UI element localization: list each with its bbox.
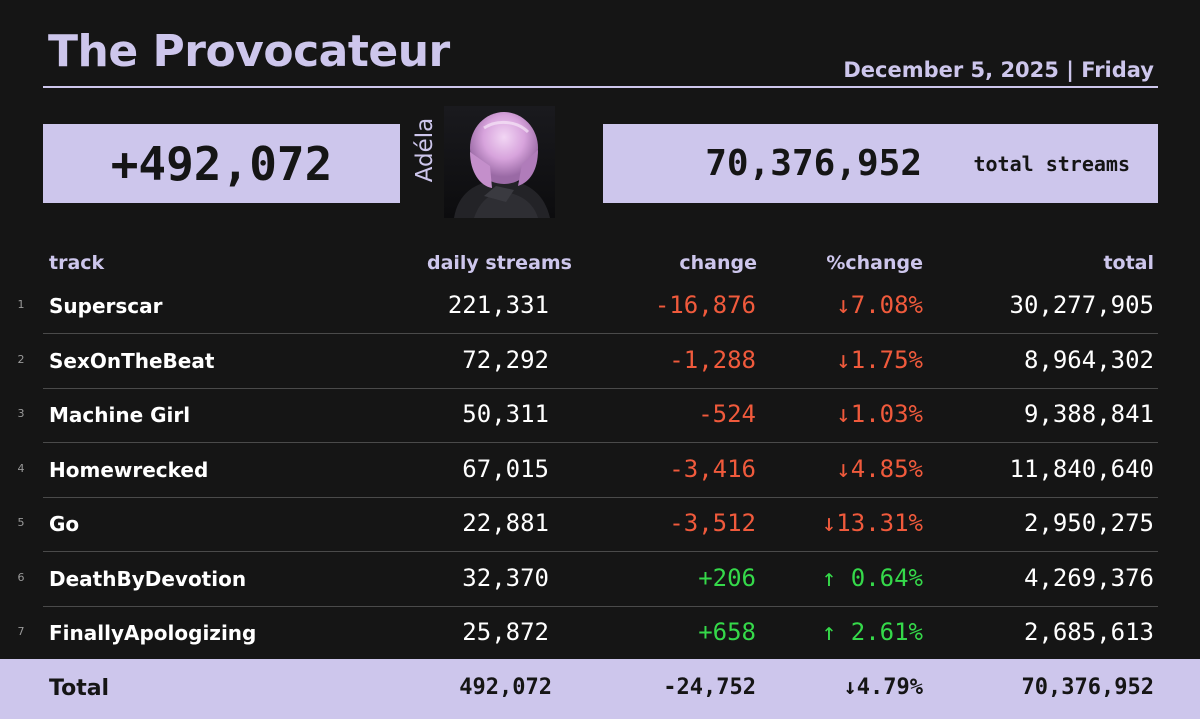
track-name: FinallyApologizing (49, 621, 257, 645)
total-streams: 2,950,275 (1023, 509, 1154, 537)
row-rank: 7 (17, 625, 25, 638)
artist-name: Adéla (412, 117, 438, 183)
daily-streams: 221,331 (447, 291, 549, 319)
track-name: DeathByDevotion (49, 566, 247, 591)
total-streams-label: total streams (973, 151, 1130, 176)
table-row: 4 Homewrecked 67,015 -3,416 ↓4.85% 11,840,640 (0, 444, 1200, 498)
row-rank: 5 (17, 516, 25, 529)
totals-row: Total 492,072 -24,752 ↓4.79% 70,376,952 (0, 659, 1200, 719)
total-streams: 11,840,640 (1009, 454, 1155, 483)
stream-change: -16,876 (654, 291, 756, 319)
track-name: Homewrecked (49, 457, 209, 482)
table-row: 5 Go 22,881 -3,512 ↓13.31% 2,950,275 (0, 498, 1200, 552)
row-divider (43, 387, 1158, 389)
daily-change-value: +492,072 (110, 136, 333, 191)
total-streams: 9,388,841 (1023, 400, 1154, 428)
row-divider (43, 496, 1158, 498)
header-divider (43, 86, 1158, 88)
totals-daily: 492,072 (459, 675, 552, 700)
table-row: 6 DeathByDevotion 32,370 +206 ↑ 0.64% 4,269,3… (0, 553, 1200, 607)
daily-change-box: +492,072 (43, 124, 400, 203)
artist-photo (444, 106, 555, 218)
page-title: The Provocateur (48, 26, 450, 77)
table-row: 3 Machine Girl 50,311 -524 ↓1.03% 9,388,841 (0, 389, 1200, 443)
row-rank: 1 (17, 298, 25, 311)
track-name: Go (49, 512, 80, 536)
total-streams-value: 70,376,952 (705, 143, 922, 184)
daily-streams: 25,872 (462, 618, 549, 646)
stream-change: +206 (698, 563, 756, 592)
stream-change: -1,288 (669, 345, 756, 374)
total-streams: 30,277,905 (1009, 291, 1155, 319)
totals-label: Total (49, 676, 110, 701)
artist-portrait-image (444, 106, 555, 218)
percent-change: ↓1.03% (836, 400, 923, 428)
row-rank: 4 (17, 461, 25, 475)
percent-change: ↑ 0.64% (821, 563, 923, 592)
row-divider (43, 551, 1158, 552)
row-rank: 3 (17, 407, 25, 420)
table-row: 1 Superscar 221,331 -16,876 ↓7.08% 30,277,905 (0, 280, 1200, 334)
percent-change: ↓1.75% (836, 345, 923, 374)
percent-change: ↑ 2.61% (821, 618, 923, 646)
row-divider (43, 333, 1158, 334)
totals-pct: ↓4.79% (843, 675, 923, 700)
daily-streams: 67,015 (462, 454, 549, 483)
table-row: 7 FinallyApologizing 25,872 +658 ↑ 2.61% 2,68… (0, 607, 1200, 661)
row-divider (43, 605, 1158, 607)
row-rank: 6 (17, 570, 25, 584)
total-streams: 8,964,302 (1023, 345, 1154, 374)
column-header-daily: daily streams (426, 252, 572, 274)
track-name: Machine Girl (49, 403, 191, 427)
track-name: Superscar (49, 294, 163, 318)
percent-change: ↓4.85% (836, 454, 923, 483)
track-name: SexOnTheBeat (49, 348, 215, 373)
stream-change: -524 (698, 400, 756, 428)
percent-change: ↓7.08% (836, 291, 923, 319)
total-streams-box: 70,376,952 total streams (603, 124, 1158, 203)
percent-change: ↓13.31% (821, 509, 923, 537)
report-date: December 5, 2025 | Friday (843, 58, 1154, 82)
total-streams: 2,685,613 (1023, 618, 1154, 646)
column-header-pct: %change (826, 252, 923, 274)
table-row: 2 SexOnTheBeat 72,292 -1,288 ↓1.75% 8,964,302 (0, 335, 1200, 389)
column-header-total: total (1103, 252, 1154, 274)
column-header-change: change (679, 252, 757, 274)
column-header-track: track (49, 252, 105, 274)
row-rank: 2 (17, 352, 25, 366)
daily-streams: 22,881 (462, 509, 549, 537)
daily-streams: 50,311 (462, 400, 549, 428)
totals-change: -24,752 (663, 675, 756, 700)
daily-streams: 32,370 (462, 563, 549, 592)
stream-change: -3,512 (669, 509, 756, 537)
row-divider (43, 442, 1158, 443)
total-streams: 4,269,376 (1023, 563, 1154, 592)
daily-streams: 72,292 (462, 345, 549, 374)
totals-total: 70,376,952 (1021, 675, 1154, 700)
stream-change: +658 (698, 618, 756, 646)
stream-change: -3,416 (669, 454, 756, 483)
